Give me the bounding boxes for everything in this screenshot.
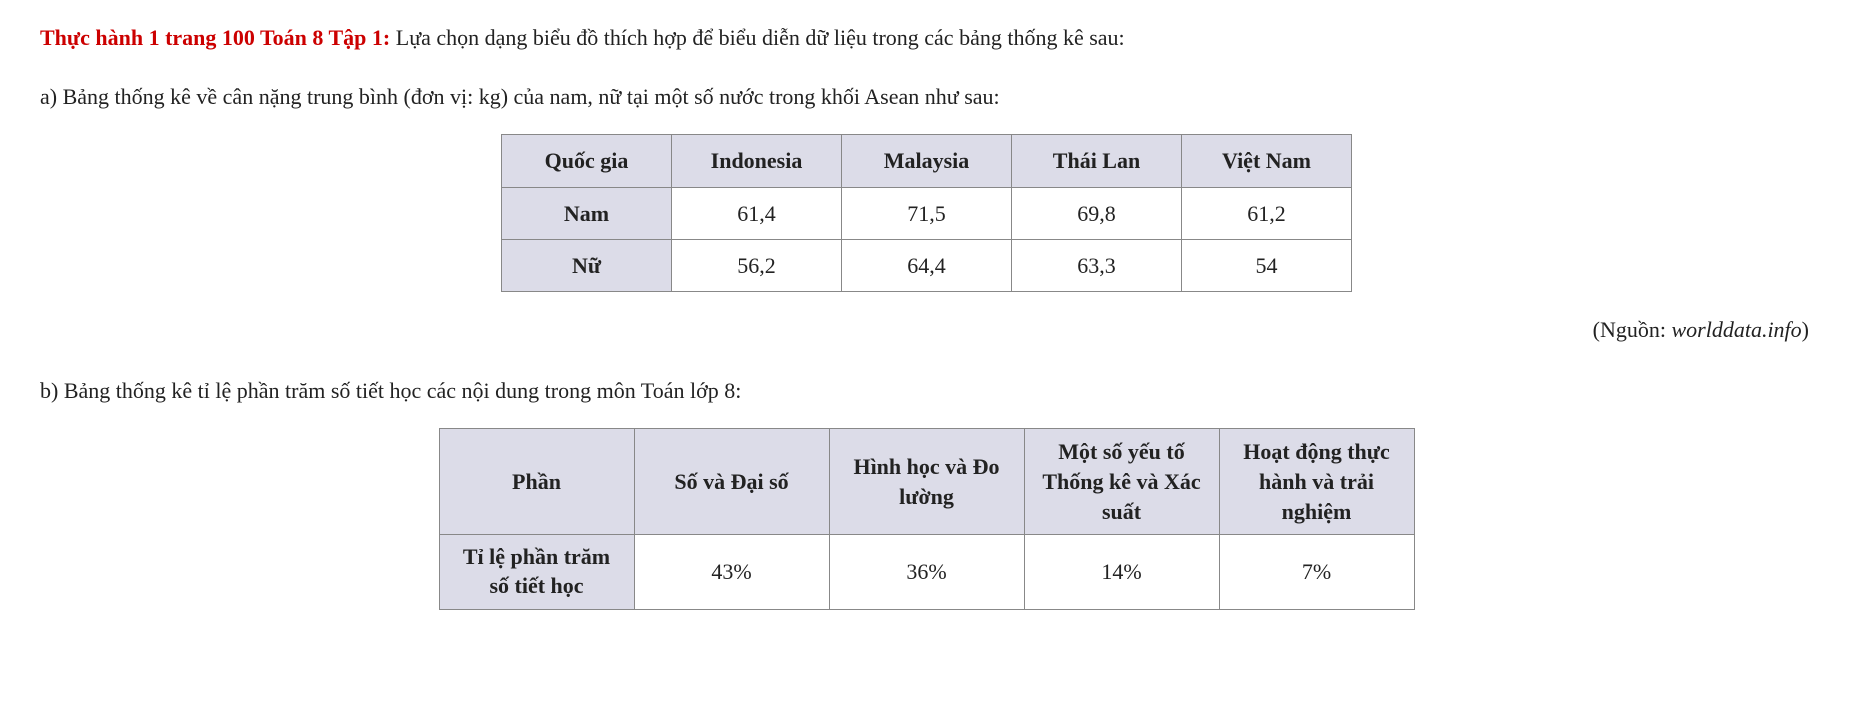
table-b-col-header: Phần bbox=[439, 429, 634, 535]
table-b-col-header: Một số yếu tố Thống kê và Xác suất bbox=[1024, 429, 1219, 535]
title-rest: Lựa chọn dạng biểu đồ thích hợp để biểu … bbox=[390, 25, 1124, 50]
cell: 61,4 bbox=[672, 187, 842, 239]
section-a-label: a) Bảng thống kê về cân nặng trung bình … bbox=[40, 79, 1813, 114]
table-a-col-header: Quốc gia bbox=[502, 135, 672, 187]
cell: 63,3 bbox=[1012, 239, 1182, 291]
table-a-col-header: Việt Nam bbox=[1182, 135, 1352, 187]
table-a-col-header: Thái Lan bbox=[1012, 135, 1182, 187]
table-b: Phần Số và Đại số Hình học và Đo lường M… bbox=[439, 428, 1415, 609]
table-b-col-header: Số và Đại số bbox=[634, 429, 829, 535]
cell: 61,2 bbox=[1182, 187, 1352, 239]
source-prefix: (Nguồn: bbox=[1593, 317, 1672, 342]
table-a: Quốc gia Indonesia Malaysia Thái Lan Việ… bbox=[501, 134, 1352, 292]
cell: 7% bbox=[1219, 535, 1414, 609]
table-row: Nữ 56,2 64,4 63,3 54 bbox=[502, 239, 1352, 291]
cell: 43% bbox=[634, 535, 829, 609]
table-row: Nam 61,4 71,5 69,8 61,2 bbox=[502, 187, 1352, 239]
table-a-col-header: Malaysia bbox=[842, 135, 1012, 187]
row-label: Nam bbox=[502, 187, 672, 239]
table-row: Tỉ lệ phần trăm số tiết học 43% 36% 14% … bbox=[439, 535, 1414, 609]
exercise-title: Thực hành 1 trang 100 Toán 8 Tập 1: Lựa … bbox=[40, 20, 1813, 55]
cell: 54 bbox=[1182, 239, 1352, 291]
cell: 36% bbox=[829, 535, 1024, 609]
source-suffix: ) bbox=[1802, 317, 1809, 342]
source-italic: worlddata.info bbox=[1671, 317, 1801, 342]
cell: 56,2 bbox=[672, 239, 842, 291]
section-b-label: b) Bảng thống kê tỉ lệ phần trăm số tiết… bbox=[40, 373, 1813, 408]
title-red: Thực hành 1 trang 100 Toán 8 Tập 1: bbox=[40, 25, 390, 50]
cell: 14% bbox=[1024, 535, 1219, 609]
table-b-col-header: Hoạt động thực hành và trải nghiệm bbox=[1219, 429, 1414, 535]
table-b-header-row: Phần Số và Đại số Hình học và Đo lường M… bbox=[439, 429, 1414, 535]
table-a-col-header: Indonesia bbox=[672, 135, 842, 187]
cell: 64,4 bbox=[842, 239, 1012, 291]
table-b-col-header: Hình học và Đo lường bbox=[829, 429, 1024, 535]
row-label: Nữ bbox=[502, 239, 672, 291]
row-label: Tỉ lệ phần trăm số tiết học bbox=[439, 535, 634, 609]
table-a-header-row: Quốc gia Indonesia Malaysia Thái Lan Việ… bbox=[502, 135, 1352, 187]
cell: 71,5 bbox=[842, 187, 1012, 239]
source-line: (Nguồn: worlddata.info) bbox=[40, 312, 1813, 347]
cell: 69,8 bbox=[1012, 187, 1182, 239]
